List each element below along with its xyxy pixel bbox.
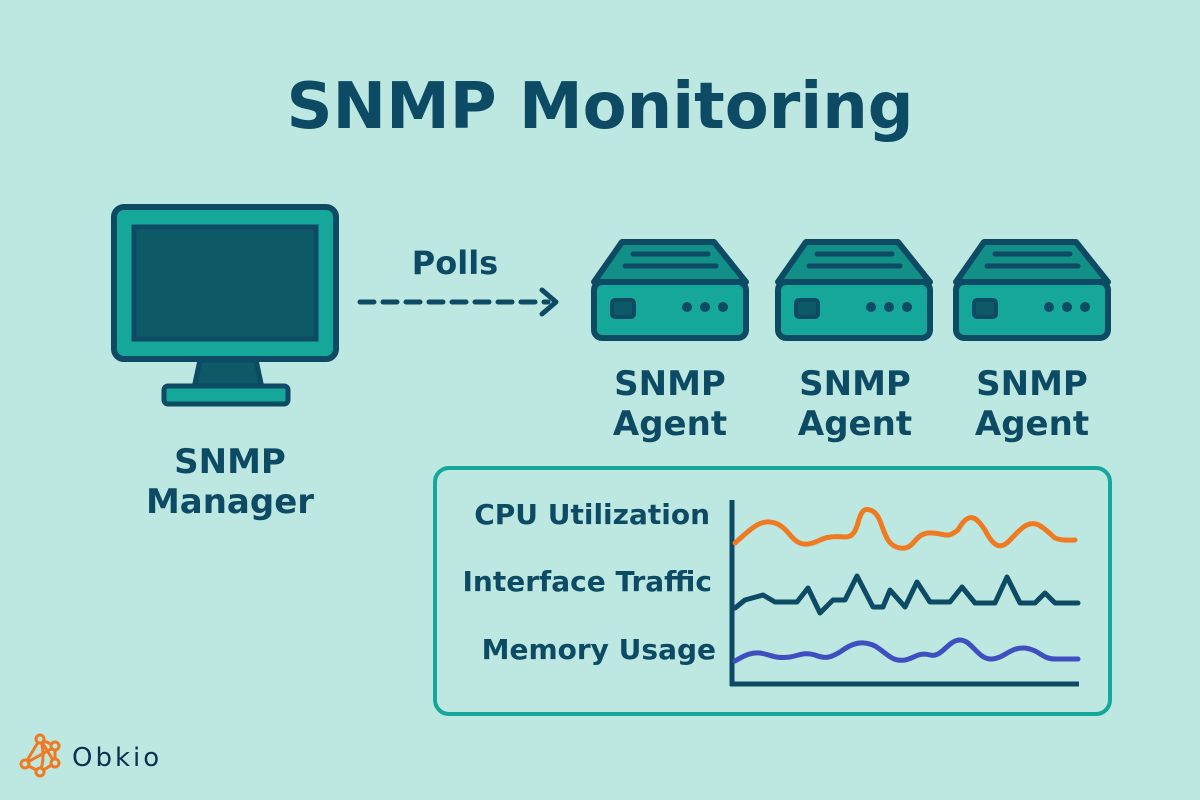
agent-label: SNMP Agent (932, 364, 1132, 444)
agent-label-line2: Agent (974, 404, 1090, 444)
metric-traffic-label: Interface Traffic (462, 565, 713, 598)
agent-label: SNMP Agent (570, 364, 770, 444)
agent-label-line1: SNMP (799, 364, 911, 404)
metric-memory-label: Memory Usage (481, 633, 716, 666)
metrics-axes (729, 500, 1079, 687)
agent-label-line2: Agent (612, 404, 728, 444)
obkio-logo-icon (19, 733, 61, 778)
traffic-line (732, 573, 1081, 616)
agent-label-line1: SNMP (976, 364, 1088, 404)
metric-cpu-label: CPU Utilization (474, 498, 710, 531)
manager-label-line1: SNMP (174, 442, 286, 482)
metrics-panel (433, 466, 1112, 716)
agent-label-line1: SNMP (614, 364, 726, 404)
manager-label: SNMP Manager (130, 442, 330, 522)
server-icon (775, 239, 933, 341)
polls-arrow (357, 287, 559, 317)
agent-label: SNMP Agent (755, 364, 955, 444)
memory-line (732, 637, 1081, 664)
server-icon (953, 239, 1111, 341)
agent-label-line2: Agent (797, 404, 913, 444)
brand-name: Obkio (72, 743, 163, 773)
server-icon (591, 239, 749, 341)
cpu-line (732, 507, 1078, 551)
monitor-icon (111, 204, 339, 407)
polls-label: Polls (411, 244, 499, 282)
manager-label-line2: Manager (145, 482, 315, 522)
page-title: SNMP Monitoring (286, 70, 914, 144)
